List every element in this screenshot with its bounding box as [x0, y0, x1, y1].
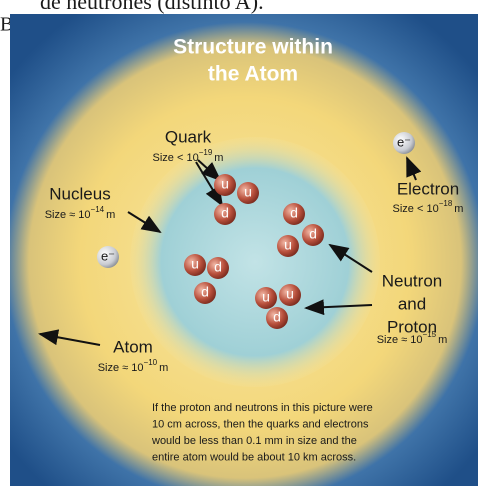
quark-label: d: [273, 309, 281, 325]
size-unit: m: [159, 362, 168, 374]
title: Structure within: [173, 36, 333, 59]
label-name: Electron: [397, 179, 459, 198]
size-prefix: Size ≈ 10: [377, 334, 423, 346]
quark-label: u: [221, 176, 229, 192]
quark-label: u: [262, 289, 270, 305]
electron-label: e⁻: [397, 134, 411, 149]
nucleus-region: [130, 137, 380, 387]
quark-label: d: [214, 259, 222, 275]
size-exponent: −18: [439, 199, 453, 208]
size-unit: m: [438, 334, 447, 346]
label-name: Atom: [113, 337, 153, 356]
quark-label: u: [191, 256, 199, 272]
label-name: Nucleus: [49, 184, 110, 203]
size-prefix: Size < 10: [153, 152, 199, 164]
quark-label: u: [286, 286, 294, 302]
quark-label: u: [244, 184, 252, 200]
caption-line: would be less than 0.1 mm in size and th…: [151, 435, 357, 447]
size-exponent: −10: [144, 358, 158, 367]
quark-label: d: [221, 205, 229, 221]
size-unit: m: [106, 209, 115, 221]
caption-line: entire atom would be about 10 km across.: [152, 451, 356, 463]
electron-label: e⁻: [101, 248, 115, 263]
caption-line: 10 cm across, then the quarks and electr…: [152, 418, 369, 430]
size-prefix: Size ≈ 10: [98, 362, 144, 374]
size-exponent: −19: [199, 148, 213, 157]
quark-label: d: [309, 226, 317, 242]
size-exponent: −14: [91, 205, 105, 214]
label-name: and: [398, 294, 426, 313]
size-prefix: Size < 10: [393, 203, 439, 215]
label-name: Quark: [165, 127, 212, 146]
quark-label: d: [290, 205, 298, 221]
title: the Atom: [208, 63, 298, 86]
size-prefix: Size ≈ 10: [45, 209, 91, 221]
quark-label: u: [284, 237, 292, 253]
size-unit: m: [454, 203, 463, 215]
label-name: Neutron: [382, 271, 442, 290]
quark-label: d: [201, 284, 209, 300]
diagram: de neutrones (distinto A). B Structure w…: [0, 0, 478, 486]
size-unit: m: [214, 152, 223, 164]
cropped-text: de neutrones (distinto A).: [40, 0, 264, 14]
size-exponent: −15: [423, 330, 437, 339]
caption-line: If the proton and neutrons in this pictu…: [152, 402, 373, 414]
